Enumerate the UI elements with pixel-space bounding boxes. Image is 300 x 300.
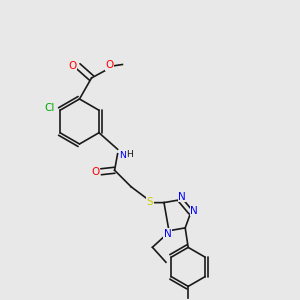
Text: H: H [126, 150, 133, 159]
Text: Cl: Cl [44, 103, 55, 113]
Text: O: O [105, 60, 114, 70]
Text: O: O [68, 61, 77, 71]
Text: N: N [178, 192, 186, 202]
Text: N: N [190, 206, 198, 216]
Text: N: N [164, 229, 171, 239]
Text: N: N [119, 151, 126, 160]
Text: O: O [92, 167, 100, 177]
Text: S: S [147, 197, 153, 207]
